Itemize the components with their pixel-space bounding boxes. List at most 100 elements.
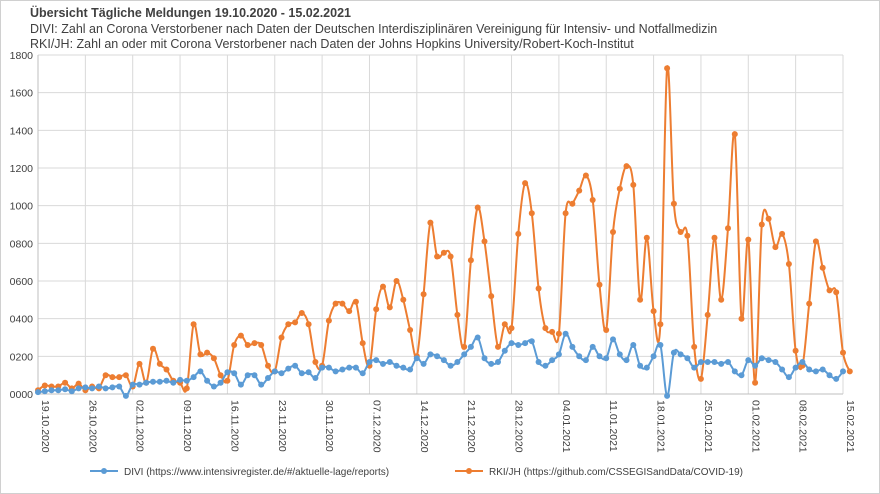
data-point-rki: [407, 327, 414, 333]
data-point-rki: [603, 327, 610, 333]
data-point-divi: [231, 370, 238, 377]
data-point-rki: [826, 287, 833, 294]
data-point-rki: [528, 210, 535, 217]
data-point-divi: [75, 385, 82, 392]
data-point-rki: [41, 382, 48, 389]
data-point-rki: [806, 300, 813, 307]
data-point-divi: [745, 357, 752, 364]
data-point-rki: [400, 296, 407, 303]
data-point-rki: [122, 372, 129, 379]
data-point-rki: [440, 249, 447, 256]
data-point-divi: [495, 359, 501, 365]
data-point-rki: [380, 283, 386, 290]
data-point-rki: [846, 368, 853, 375]
data-point-divi: [319, 364, 326, 371]
data-point-rki: [156, 360, 163, 367]
data-point-rki: [535, 285, 542, 292]
data-point-rki: [312, 359, 319, 365]
data-point-divi: [610, 336, 616, 343]
data-point-divi: [508, 340, 515, 347]
data-point-divi: [325, 364, 332, 371]
data-point-rki: [745, 236, 752, 243]
data-point-divi: [156, 378, 163, 385]
data-point-rki: [204, 349, 211, 356]
data-point-rki: [785, 261, 792, 267]
data-point-rki: [765, 215, 772, 222]
data-point-rki: [650, 308, 657, 315]
data-point-rki: [278, 334, 285, 341]
data-point-rki: [454, 311, 461, 318]
data-point-rki: [819, 264, 826, 271]
data-point-rki: [197, 351, 204, 358]
data-point-rki: [630, 181, 637, 188]
x-tick-label: 04.01.2021: [560, 400, 572, 453]
data-point-rki: [109, 374, 116, 381]
data-point-divi: [596, 353, 603, 360]
data-point-divi: [657, 342, 664, 348]
data-point-rki: [224, 377, 231, 384]
x-tick-label: 18.01.2021: [655, 400, 667, 453]
data-point-divi: [170, 379, 177, 386]
chart-subtitle-divi: DIVI: Zahl an Corona Verstorbener nach D…: [30, 22, 718, 36]
data-point-rki: [474, 204, 481, 211]
data-point-divi: [41, 388, 48, 395]
data-point-rki: [792, 347, 799, 354]
data-point-divi: [271, 368, 278, 375]
data-point-divi: [265, 375, 271, 381]
data-point-rki: [508, 325, 515, 332]
data-point-rki: [305, 321, 312, 328]
data-point-rki: [637, 296, 644, 303]
data-point-rki: [62, 379, 69, 386]
data-point-rki: [772, 244, 779, 251]
data-point-divi: [637, 362, 644, 369]
data-point-rki: [812, 238, 819, 245]
data-point-rki: [515, 230, 522, 237]
x-tick-label: 25.01.2021: [702, 400, 714, 453]
data-point-divi: [535, 359, 542, 365]
data-point-divi: [589, 343, 596, 350]
data-point-divi: [461, 351, 468, 358]
data-point-rki: [610, 229, 616, 235]
data-point-rki: [231, 342, 238, 348]
data-point-divi: [840, 368, 846, 375]
data-point-divi: [258, 381, 265, 388]
data-point-divi: [806, 366, 813, 373]
data-point-divi: [204, 377, 211, 384]
y-tick-label: 1200: [10, 163, 34, 175]
data-point-divi: [833, 375, 840, 382]
data-point-divi: [697, 359, 704, 365]
data-point-divi: [380, 360, 386, 367]
x-tick-label: 09.11.2020: [181, 400, 193, 452]
data-point-divi: [440, 357, 447, 364]
y-tick-label: 0200: [10, 351, 34, 363]
data-point-divi: [623, 357, 630, 364]
data-point-rki: [589, 197, 596, 203]
data-point-divi: [779, 366, 786, 373]
data-point-rki: [758, 221, 765, 228]
data-point-divi: [731, 368, 738, 375]
data-point-divi: [718, 360, 725, 367]
data-point-divi: [488, 360, 495, 367]
data-point-divi: [812, 368, 819, 375]
data-point-divi: [691, 364, 698, 371]
data-point-rki: [467, 257, 474, 264]
data-point-rki: [420, 291, 427, 298]
data-point-divi: [210, 383, 217, 390]
data-point-divi: [758, 355, 765, 362]
data-point-divi: [332, 368, 339, 375]
data-point-rki: [346, 308, 353, 315]
y-tick-labels: 0000 0200 0400 0600 0800 1000 1200 1400 1600 1800: [10, 50, 34, 401]
data-point-divi: [407, 366, 414, 373]
data-point-divi: [434, 353, 441, 360]
data-point-divi: [339, 366, 346, 373]
data-point-divi: [150, 378, 156, 385]
data-point-rki: [582, 172, 589, 179]
data-point-divi: [522, 340, 529, 347]
data-point-rki: [488, 293, 495, 300]
x-tick-label: 08.02.2021: [797, 400, 809, 453]
x-tick-label: 28.12.2020: [513, 400, 525, 453]
data-point-divi: [312, 375, 319, 381]
data-point-divi: [400, 364, 407, 371]
x-tick-label: 11.01.2021: [607, 400, 619, 452]
y-tick-label: 0400: [10, 314, 34, 326]
